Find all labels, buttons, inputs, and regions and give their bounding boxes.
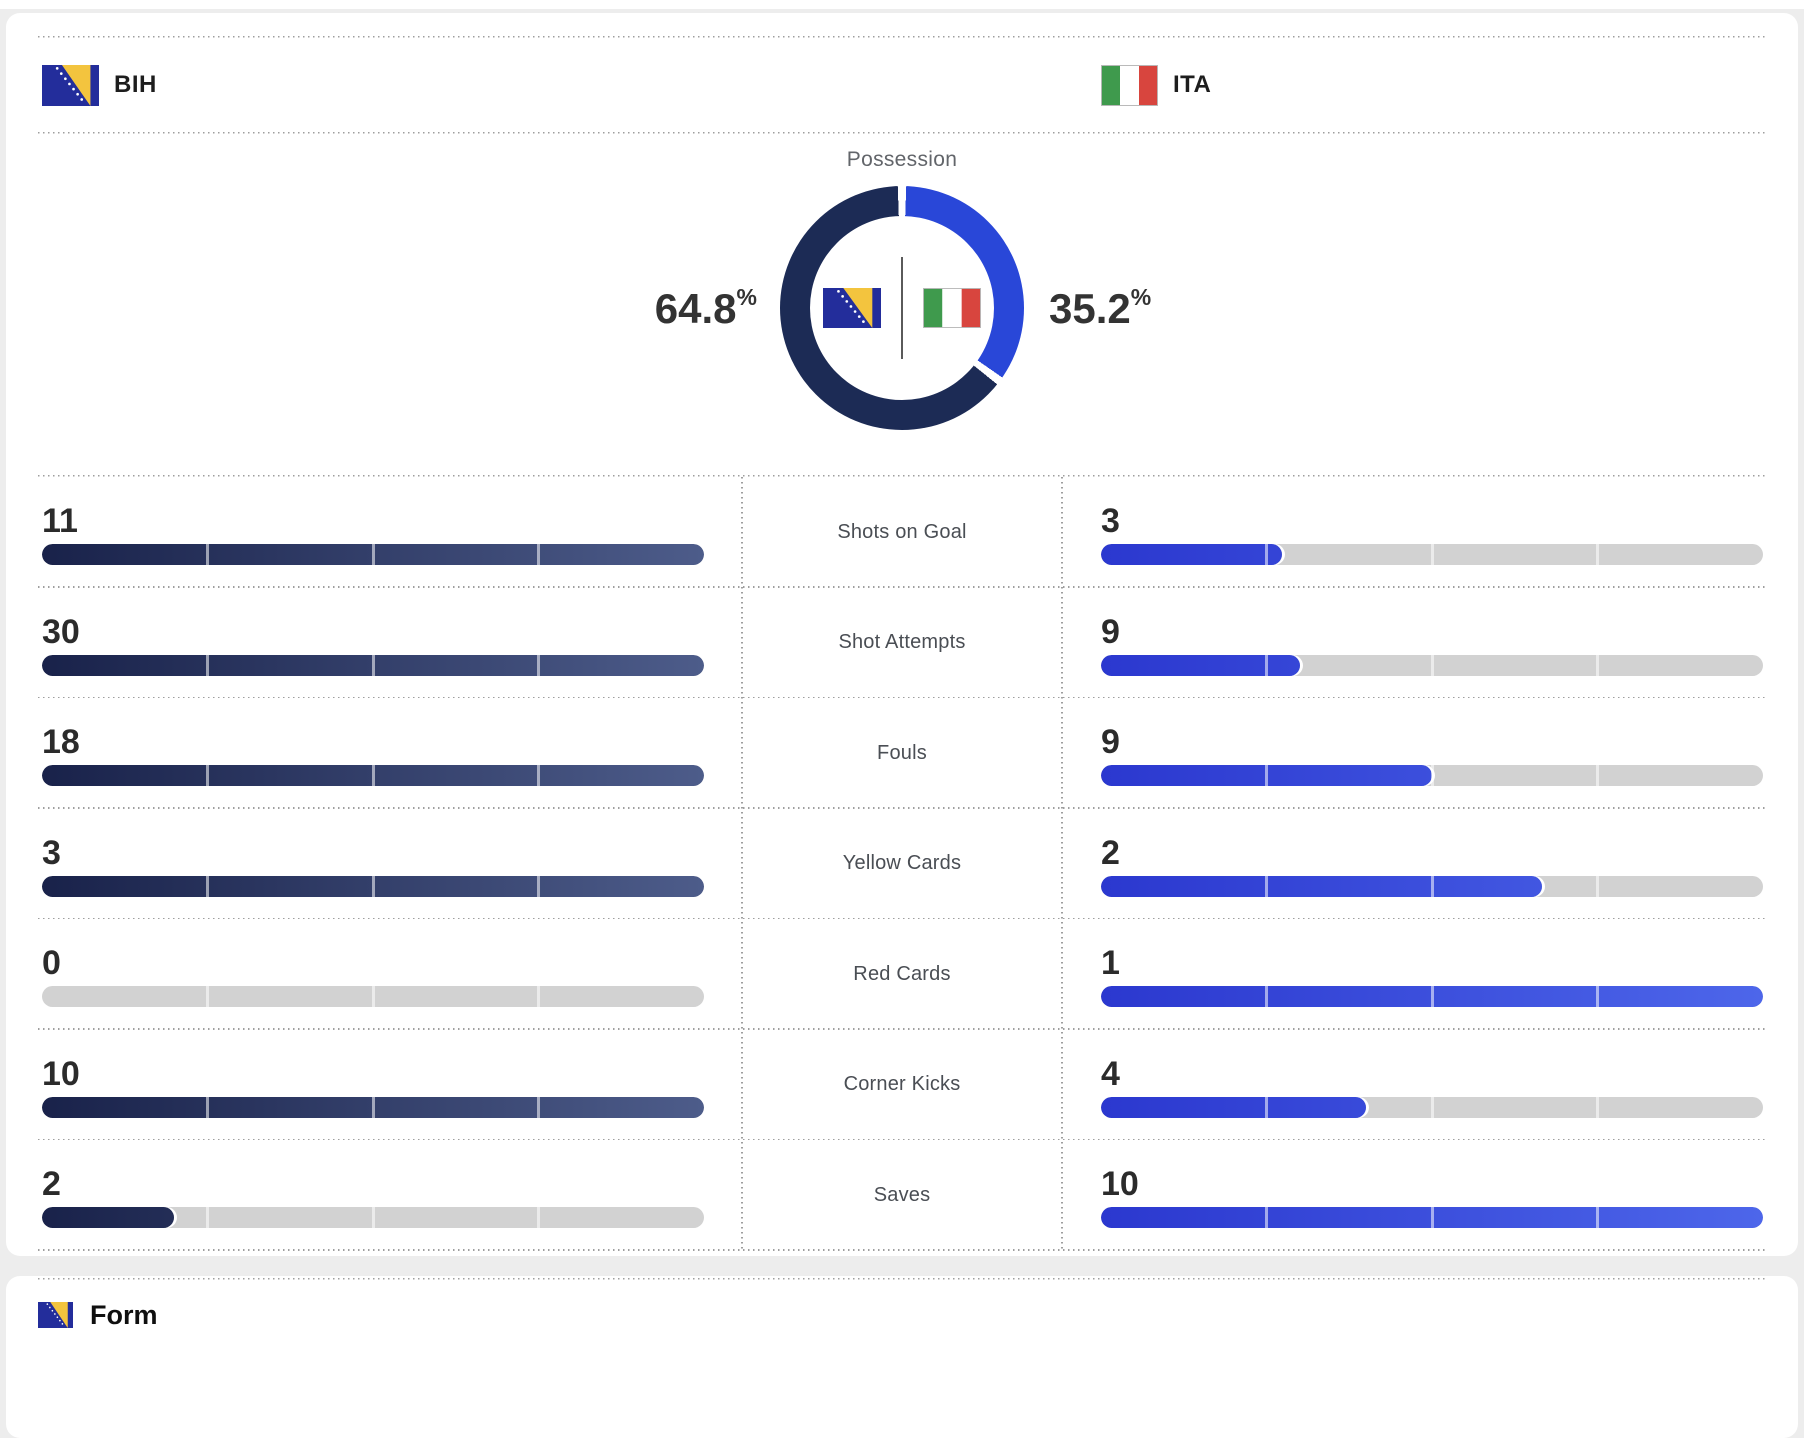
- divider: [741, 477, 743, 1251]
- divider: [901, 257, 903, 359]
- home-possession-value: 64.8%: [654, 284, 757, 332]
- stat-label: Fouls: [877, 741, 927, 764]
- bih-flag-icon: [42, 64, 99, 106]
- away-stat-bar-fill: [1101, 654, 1300, 676]
- home-stat-bar-fill: [42, 1207, 175, 1228]
- team-header: BIH ITA: [38, 38, 1766, 132]
- home-stat-cell: 10: [38, 1030, 742, 1141]
- stat-row: 18 Fouls 9: [38, 698, 1766, 809]
- home-stat-cell: 11: [38, 477, 742, 588]
- away-stat-bar: [1101, 875, 1763, 897]
- home-stat-cell: 3: [38, 809, 742, 920]
- home-team-code: BIH: [114, 71, 157, 98]
- stat-label-cell: Shot Attempts: [742, 588, 1062, 699]
- home-stat-bar: [42, 1096, 704, 1118]
- away-stat-value: 2: [1101, 833, 1120, 872]
- stat-row: 3 Yellow Cards 2: [38, 809, 1766, 920]
- stats-table: 11 Shots on Goal 3 30 Shot Attemp: [38, 475, 1766, 1251]
- bih-flag-icon: [38, 1302, 73, 1328]
- away-possession-value: 35.2%: [1049, 284, 1152, 332]
- away-stat-value: 9: [1101, 612, 1120, 651]
- stat-label-cell: Fouls: [742, 698, 1062, 809]
- stat-row: 0 Red Cards 1: [38, 919, 1766, 1030]
- ita-flag-icon: [1101, 64, 1158, 106]
- home-stat-value: 2: [42, 1165, 61, 1203]
- away-stat-bar-fill: [1101, 1096, 1366, 1118]
- home-stat-bar: [42, 986, 704, 1007]
- home-stat-bar: [42, 544, 704, 565]
- home-stat-bar: [42, 654, 704, 676]
- stat-label: Shot Attempts: [838, 631, 966, 654]
- away-stat-bar: [1101, 654, 1763, 676]
- possession-title: Possession: [846, 148, 958, 171]
- home-stat-value: 30: [42, 612, 80, 651]
- away-stat-value: 4: [1101, 1054, 1120, 1093]
- divider: [38, 475, 1766, 477]
- stat-row: 30 Shot Attempts 9: [38, 588, 1766, 699]
- home-stat-value: 3: [42, 833, 61, 872]
- stat-label: Shots on Goal: [837, 520, 967, 543]
- divider: [38, 36, 1766, 38]
- away-stat-cell: 1: [1062, 919, 1766, 1030]
- home-stat-bar: [42, 875, 704, 897]
- away-stat-cell: 10: [1062, 1140, 1766, 1251]
- match-stats-card: BIH ITA Possession 64.8%: [6, 13, 1798, 1256]
- away-stat-value: 10: [1101, 1165, 1139, 1203]
- home-stat-value: 11: [42, 502, 78, 540]
- away-stat-value: 9: [1101, 723, 1120, 761]
- away-stat-cell: 2: [1062, 809, 1766, 920]
- form-card: Form: [6, 1275, 1798, 1438]
- away-stat-value: 1: [1101, 944, 1120, 982]
- away-stat-bar: [1101, 986, 1763, 1007]
- possession-donut-chart: [780, 186, 1024, 430]
- away-stat-cell: 3: [1062, 477, 1766, 588]
- away-stat-cell: 9: [1062, 588, 1766, 699]
- stat-label: Saves: [873, 1183, 931, 1206]
- away-stat-bar: [1101, 1207, 1763, 1228]
- away-team-header: ITA: [1101, 38, 1211, 132]
- home-stat-cell: 0: [38, 919, 742, 1030]
- stat-row: 10 Corner Kicks 4: [38, 1030, 1766, 1141]
- stat-label-cell: Yellow Cards: [742, 809, 1062, 920]
- home-stat-value: 10: [42, 1054, 80, 1093]
- away-stat-bar-fill: [1101, 875, 1543, 897]
- form-section-title: Form: [90, 1299, 158, 1330]
- home-stat-cell: 30: [38, 588, 742, 699]
- previous-card-bottom: [0, 0, 1804, 9]
- home-stat-value: 18: [42, 723, 80, 761]
- stat-label: Red Cards: [853, 962, 951, 985]
- possession-section: Possession 64.8% 35.2%: [38, 134, 1766, 475]
- away-stat-cell: 9: [1062, 698, 1766, 809]
- stat-row: 2 Saves 10: [38, 1140, 1766, 1251]
- stat-label: Corner Kicks: [843, 1073, 961, 1096]
- stat-label-cell: Shots on Goal: [742, 477, 1062, 588]
- home-stat-bar: [42, 1207, 704, 1228]
- divider: [38, 1277, 1766, 1280]
- home-stat-cell: 18: [38, 698, 742, 809]
- away-stat-cell: 4: [1062, 1030, 1766, 1141]
- home-team-header: BIH: [42, 38, 157, 132]
- away-stat-bar: [1101, 544, 1763, 565]
- divider: [38, 132, 1766, 134]
- away-stat-bar: [1101, 1096, 1763, 1118]
- home-stat-value: 0: [42, 944, 61, 982]
- stat-label-cell: Saves: [742, 1140, 1062, 1251]
- ita-flag-icon: [923, 288, 981, 328]
- stat-label: Yellow Cards: [842, 852, 962, 875]
- away-team-code: ITA: [1173, 71, 1212, 98]
- stat-label-cell: Corner Kicks: [742, 1030, 1062, 1141]
- form-section-header: Form: [38, 1300, 1766, 1331]
- away-stat-value: 3: [1101, 502, 1120, 540]
- stat-label-cell: Red Cards: [742, 919, 1062, 1030]
- away-stat-bar: [1101, 765, 1763, 786]
- home-stat-cell: 2: [38, 1140, 742, 1251]
- home-stat-bar: [42, 765, 704, 786]
- divider: [1061, 477, 1063, 1251]
- possession-donut-center: [810, 216, 994, 400]
- stat-row: 11 Shots on Goal 3: [38, 477, 1766, 588]
- away-stat-bar-fill: [1101, 544, 1282, 565]
- bih-flag-icon: [823, 288, 881, 328]
